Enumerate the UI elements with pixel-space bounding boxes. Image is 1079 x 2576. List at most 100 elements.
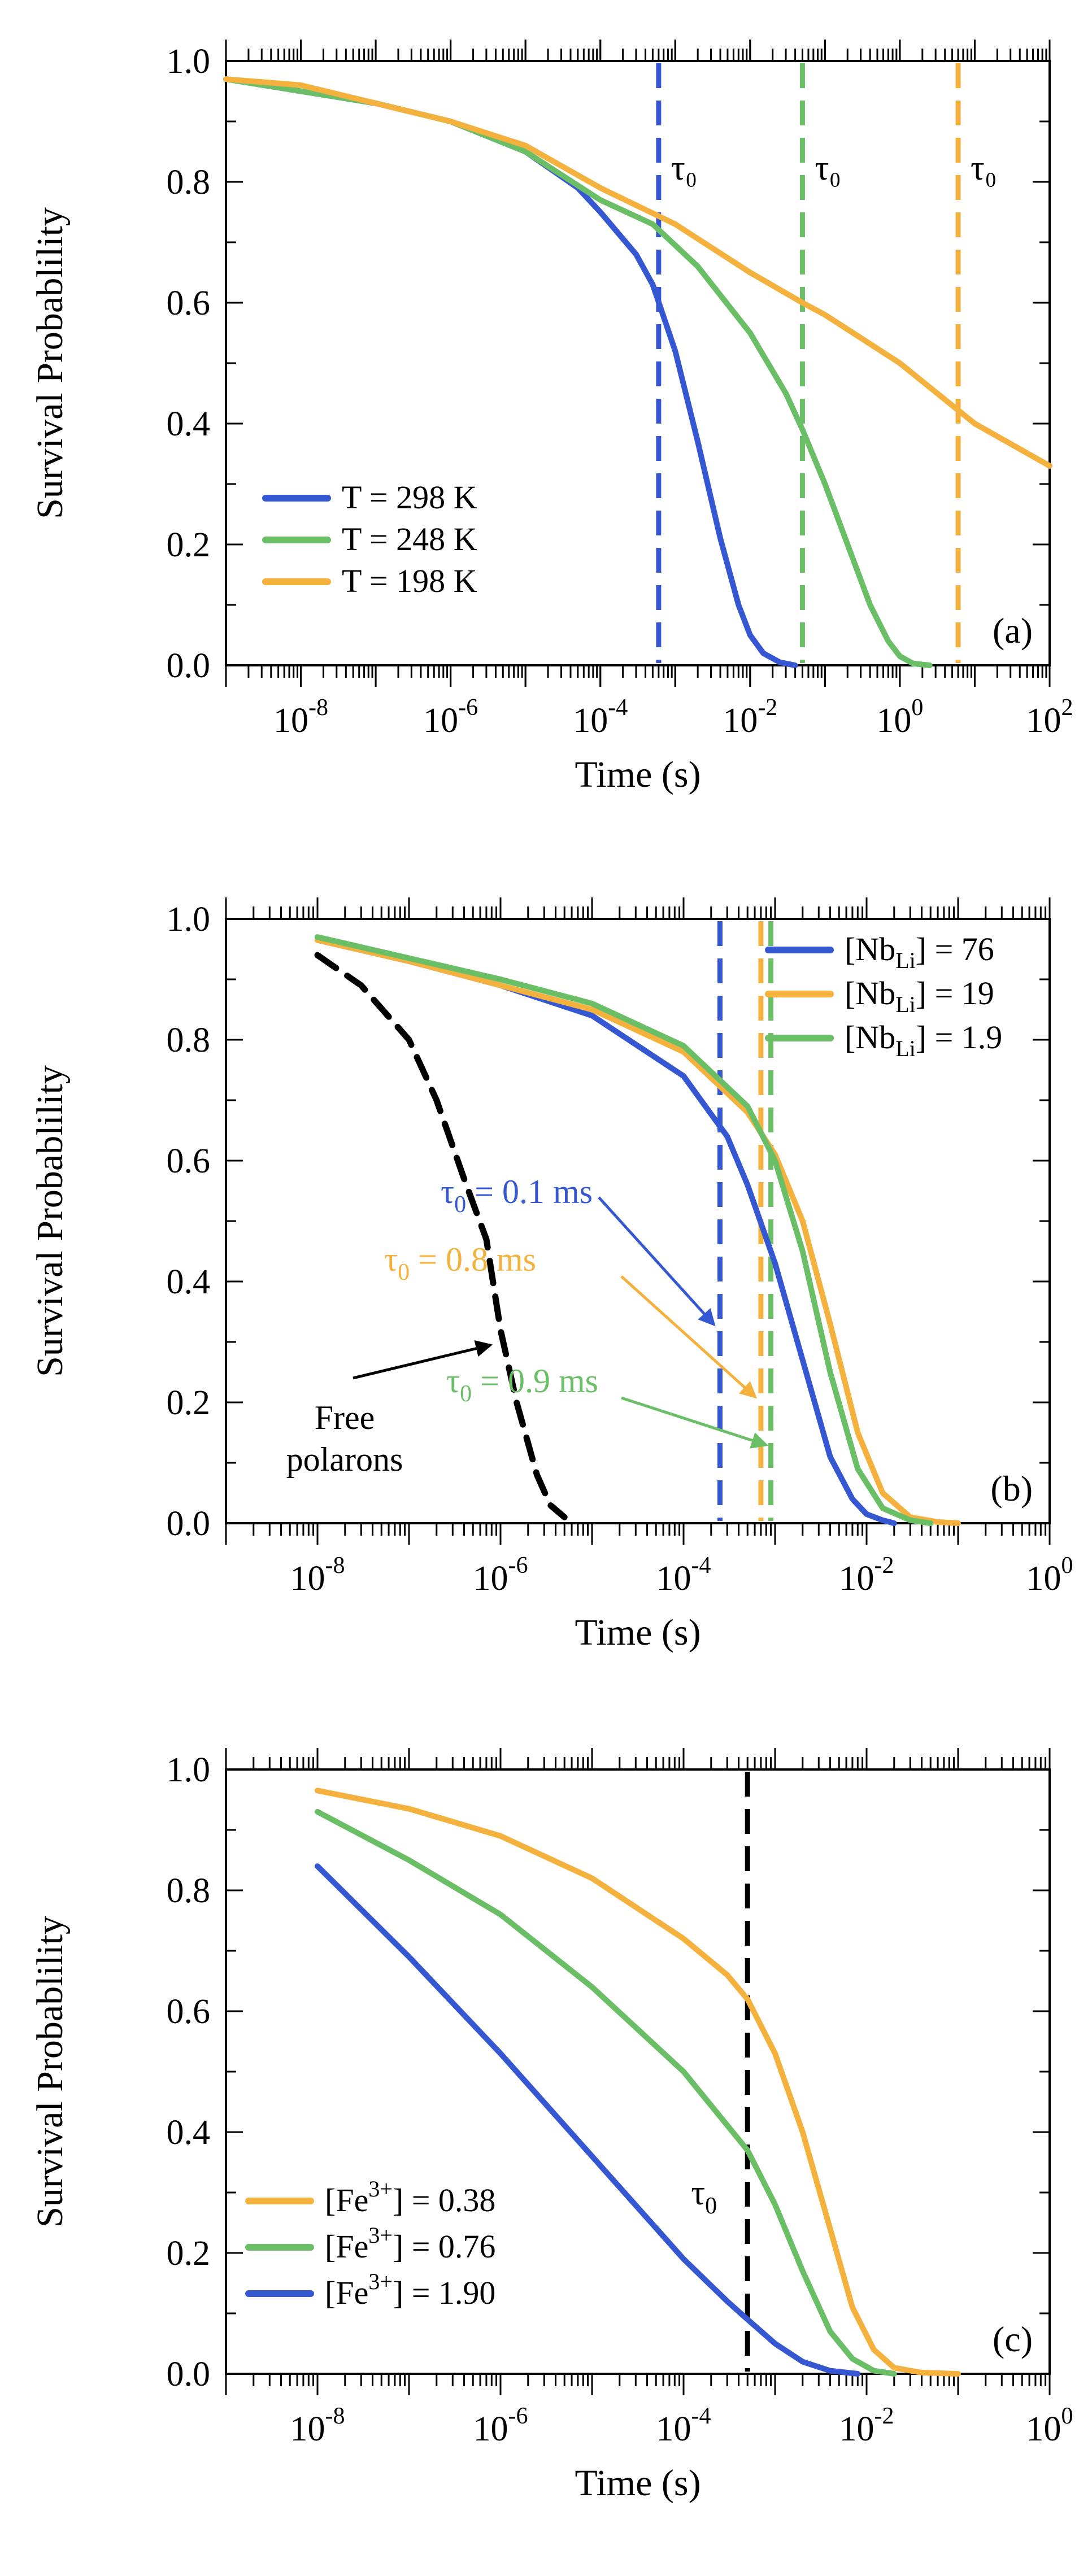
x-tick-exponent: 0: [911, 695, 923, 721]
x-tick-exponent: -8: [308, 695, 328, 721]
x-tick-exponent: -8: [325, 2403, 345, 2429]
legend-entry: T = 298 K: [342, 479, 477, 516]
legend-text: ] = 1.9: [916, 1019, 1003, 1056]
series-line: [314, 952, 568, 1520]
x-tick-label: 10-4: [656, 1553, 711, 1598]
y-tick-label: 1.0: [167, 1751, 211, 1789]
annotation-text: = 0.9 ms: [472, 1362, 598, 1400]
y-axis-ticks: [226, 60, 1050, 666]
annotation-text: τ: [446, 1362, 460, 1400]
x-tick-label: 10-6: [423, 695, 478, 740]
series-line: [315, 934, 934, 1526]
x-axis-ticks: [225, 1748, 1051, 2395]
x-tick-base: 10: [839, 1559, 874, 1598]
panel-label: (c): [993, 2319, 1033, 2359]
legend-text: ] = 76: [916, 931, 994, 967]
x-axis-ticks: [225, 40, 1051, 687]
legend-superscript: 3+: [368, 2176, 393, 2202]
annotation-arrow: [621, 1396, 769, 1449]
y-tick-label: 0.6: [167, 1142, 211, 1180]
tau0-label: τ₀: [671, 149, 698, 188]
annotation-text: = 0.1 ms: [466, 1173, 593, 1210]
x-tick-base: 10: [656, 1559, 691, 1598]
x-tick-base: 10: [723, 701, 758, 740]
y-tick-label: 0.2: [167, 1384, 211, 1422]
x-tick-base: 10: [573, 701, 608, 740]
y-tick-label: 0.8: [167, 1021, 211, 1060]
x-tick-label: 10-8: [290, 2403, 345, 2448]
y-tick-label: 0.8: [167, 1872, 211, 1910]
x-tick-exponent: -2: [874, 2403, 894, 2429]
y-tick-label: 0.2: [167, 526, 211, 564]
x-tick-base: 10: [1026, 2410, 1061, 2448]
panel-b: 10-8 10-6 10-4 10-2 1000.00.20.40.60.81.0Tim…: [29, 897, 1073, 1653]
legend-text: [Nb: [845, 931, 895, 967]
x-tick-label: 10-6: [473, 2403, 528, 2448]
panel-label: (a): [993, 611, 1033, 651]
legend-entry: T = 248 K: [342, 521, 477, 557]
y-tick-label: 0.4: [167, 405, 211, 443]
legend-text: ] = 0.38: [393, 2182, 496, 2218]
y-tick-label: 0.0: [167, 1505, 211, 1543]
free-polarons-label: polarons: [286, 1441, 403, 1478]
x-tick-base: 10: [473, 2410, 508, 2448]
tau0-label: τ₀: [971, 149, 997, 188]
x-axis-label: Time (s): [575, 754, 701, 795]
legend-entry: [Fe3+] = 0.76: [325, 2222, 495, 2265]
x-tick-exponent: -4: [691, 1553, 711, 1579]
tau-symbol: τ: [691, 2174, 705, 2212]
x-tick-base: 10: [473, 1559, 508, 1598]
x-tick-exponent: -6: [458, 695, 478, 721]
y-tick-label: 0.0: [167, 647, 211, 685]
legend-entry: [Fe3+] = 1.90: [325, 2269, 495, 2311]
x-tick-base: 10: [1026, 701, 1061, 740]
x-tick-exponent: 2: [1061, 695, 1073, 721]
y-tick-label: 0.2: [167, 2234, 211, 2273]
x-tick-base: 10: [423, 701, 458, 740]
y-axis-ticks: [226, 1768, 1050, 2375]
series-line: [315, 1808, 897, 2377]
annotation-subscript: 0: [460, 1381, 472, 1407]
legend-text: ] = 1.90: [393, 2274, 496, 2311]
x-tick-exponent: 0: [1061, 2403, 1073, 2429]
free-polarons-label: Free: [315, 1399, 375, 1436]
tau-subscript: 0: [705, 2193, 717, 2219]
x-tick-label: 10-8: [290, 1553, 345, 1598]
x-tick-base: 10: [839, 2410, 874, 2448]
annotation-text: τ: [384, 1241, 398, 1278]
legend-subscript: Li: [895, 992, 916, 1017]
panel-label: (b): [990, 1468, 1033, 1509]
y-tick-label: 0.8: [167, 163, 211, 202]
x-tick-label: 10-4: [656, 2403, 711, 2448]
x-axis-ticks: [225, 897, 1051, 1545]
legend-text: [Fe: [325, 2274, 368, 2311]
legend-text: ] = 19: [916, 975, 994, 1012]
x-tick-base: 10: [290, 1559, 325, 1598]
x-tick-label: 10-4: [573, 695, 628, 740]
tau0-label: τ0: [691, 2174, 717, 2219]
legend: [Fe3+] = 0.38[Fe3+] = 0.76[Fe3+] = 1.90: [245, 2176, 496, 2311]
series-line: [223, 76, 798, 668]
x-tick-label: 102: [1026, 695, 1073, 740]
x-tick-label: 10-2: [839, 2403, 894, 2448]
legend: [NbLi] = 76[NbLi] = 19[NbLi] = 1.9: [765, 931, 1003, 1061]
legend-text: ] = 0.76: [393, 2228, 496, 2265]
annotation-arrow: [598, 1196, 716, 1327]
x-tick-exponent: 0: [1061, 1553, 1073, 1579]
y-tick-label: 0.4: [167, 1263, 211, 1301]
annotation-arrow: [620, 1275, 758, 1399]
x-tick-base: 10: [1026, 1559, 1061, 1598]
series-line: [223, 76, 1052, 469]
legend-superscript: 3+: [368, 2269, 393, 2294]
legend-text: [Nb: [845, 975, 895, 1012]
annotation-text: = 0.8 ms: [410, 1241, 536, 1278]
x-tick-exponent: -2: [874, 1553, 894, 1579]
x-tick-exponent: -6: [508, 1553, 528, 1579]
series-line: [315, 1788, 961, 2377]
series-line: [315, 1863, 861, 2377]
x-tick-exponent: -8: [325, 1553, 345, 1579]
legend-superscript: 3+: [368, 2222, 393, 2248]
y-axis-ticks: [226, 918, 1050, 1524]
x-tick-exponent: -4: [691, 2403, 711, 2429]
